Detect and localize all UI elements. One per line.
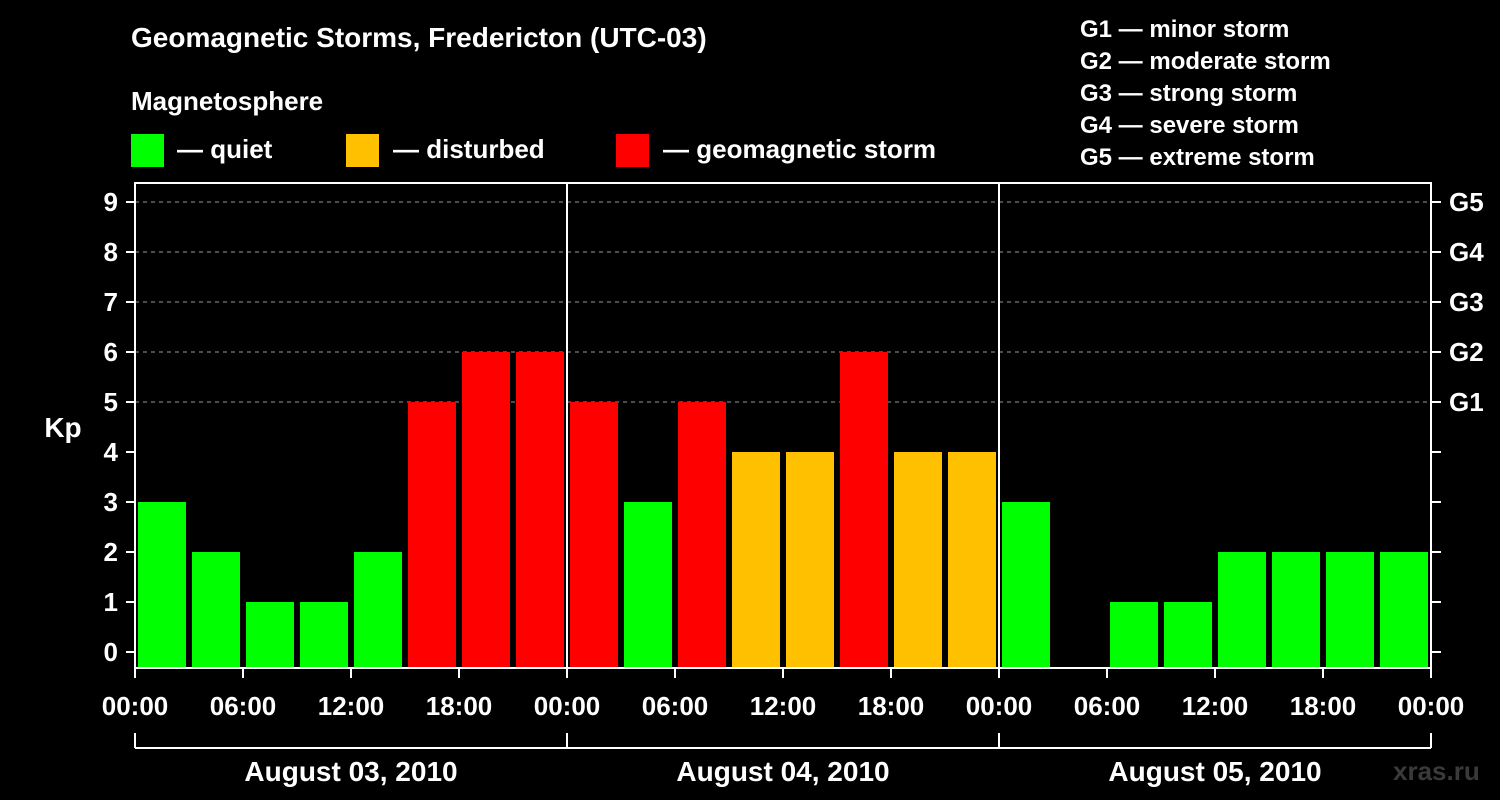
legend-swatch-quiet <box>131 134 164 167</box>
kp-bar <box>1110 602 1158 668</box>
kp-bar <box>1218 552 1266 668</box>
x-tick-label: 18:00 <box>1290 691 1357 721</box>
day-label: August 03, 2010 <box>244 756 457 787</box>
kp-bar <box>1002 502 1050 668</box>
g-scale-item-g5: G5 — extreme storm <box>1080 144 1315 171</box>
x-tick-label: 00:00 <box>534 691 601 721</box>
kp-bar <box>408 402 456 668</box>
y-tick-label: 3 <box>104 487 118 517</box>
x-tick-label: 00:00 <box>966 691 1033 721</box>
legend-label-storm: — geomagnetic storm <box>663 134 937 164</box>
x-tick-label: 00:00 <box>102 691 169 721</box>
y-tick-label: 4 <box>104 437 119 467</box>
g-level-label: G3 <box>1449 287 1484 317</box>
g-scale-item-g1: G1 — minor storm <box>1080 16 1290 43</box>
kp-bar <box>1272 552 1320 668</box>
kp-bar <box>462 352 510 668</box>
kp-bar <box>516 352 564 668</box>
g-level-label: G4 <box>1449 237 1484 267</box>
y-tick-label: 1 <box>104 587 118 617</box>
chart-subtitle: Magnetosphere <box>131 86 324 116</box>
x-tick-label: 12:00 <box>750 691 817 721</box>
kp-bar <box>1326 552 1374 668</box>
day-label: August 04, 2010 <box>676 756 889 787</box>
kp-bar <box>1380 552 1428 668</box>
y-tick-label: 6 <box>104 337 118 367</box>
x-tick-label: 18:00 <box>858 691 925 721</box>
x-tick-label: 06:00 <box>210 691 277 721</box>
legend-swatch-storm <box>616 134 649 167</box>
kp-bar <box>894 452 942 668</box>
legend-swatch-disturbed <box>346 134 379 167</box>
y-tick-label: 5 <box>104 387 118 417</box>
g-scale-item-g4: G4 — severe storm <box>1080 112 1299 139</box>
kp-bar <box>354 552 402 668</box>
x-tick-label: 12:00 <box>318 691 385 721</box>
day-label: August 05, 2010 <box>1108 756 1321 787</box>
kp-bar <box>786 452 834 668</box>
watermark: xras.ru <box>1393 756 1480 786</box>
g-scale-list: G1 — minor storm G2 — moderate storm G3 … <box>1080 14 1331 174</box>
x-tick-label: 06:00 <box>642 691 709 721</box>
g-level-label: G5 <box>1449 187 1484 217</box>
g-level-label: G2 <box>1449 337 1484 367</box>
kp-bar <box>624 502 672 668</box>
x-tick-label: 06:00 <box>1074 691 1141 721</box>
kp-bar <box>300 602 348 668</box>
legend-label-disturbed: — disturbed <box>393 134 545 164</box>
g-scale-item-g2: G2 — moderate storm <box>1080 48 1331 75</box>
y-tick-label: 9 <box>104 187 118 217</box>
kp-bar <box>678 402 726 668</box>
y-axis-label: Kp <box>44 412 81 443</box>
y-tick-label: 2 <box>104 537 118 567</box>
x-tick-label: 18:00 <box>426 691 493 721</box>
x-tick-label: 12:00 <box>1182 691 1249 721</box>
g-scale-item-g3: G3 — strong storm <box>1080 80 1298 107</box>
chart-title: Geomagnetic Storms, Fredericton (UTC-03) <box>131 22 707 53</box>
x-tick-label: 00:00 <box>1398 691 1465 721</box>
y-tick-label: 7 <box>104 287 118 317</box>
kp-bar <box>570 402 618 668</box>
legend-label-quiet: — quiet <box>177 134 273 164</box>
y-tick-label: 8 <box>104 237 118 267</box>
kp-bar <box>732 452 780 668</box>
kp-bar <box>840 352 888 668</box>
g-level-label: G1 <box>1449 387 1484 417</box>
y-tick-label: 0 <box>104 637 118 667</box>
kp-bar <box>948 452 996 668</box>
kp-bar <box>192 552 240 668</box>
kp-bar <box>138 502 186 668</box>
kp-bar <box>1164 602 1212 668</box>
kp-bar <box>246 602 294 668</box>
